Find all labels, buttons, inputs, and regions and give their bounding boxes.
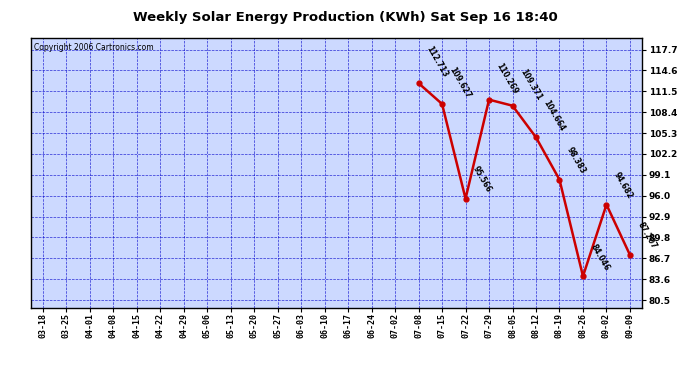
Text: 95.566: 95.566 [471,165,493,195]
Text: 98.383: 98.383 [565,146,587,176]
Text: Weekly Solar Energy Production (KWh) Sat Sep 16 18:40: Weekly Solar Energy Production (KWh) Sat… [132,11,558,24]
Text: 109.627: 109.627 [448,65,473,100]
Text: 104.664: 104.664 [542,99,566,133]
Text: 112.713: 112.713 [424,45,449,79]
Text: 110.269: 110.269 [495,61,520,96]
Text: 109.371: 109.371 [518,67,543,102]
Text: 84.046: 84.046 [589,242,611,272]
Text: 87.207: 87.207 [635,221,658,251]
Text: Copyright 2006 Cartronics.com: Copyright 2006 Cartronics.com [34,43,154,52]
Text: 94.682: 94.682 [612,171,634,200]
